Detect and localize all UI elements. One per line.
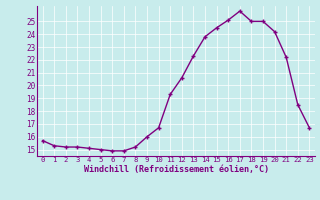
- X-axis label: Windchill (Refroidissement éolien,°C): Windchill (Refroidissement éolien,°C): [84, 165, 268, 174]
